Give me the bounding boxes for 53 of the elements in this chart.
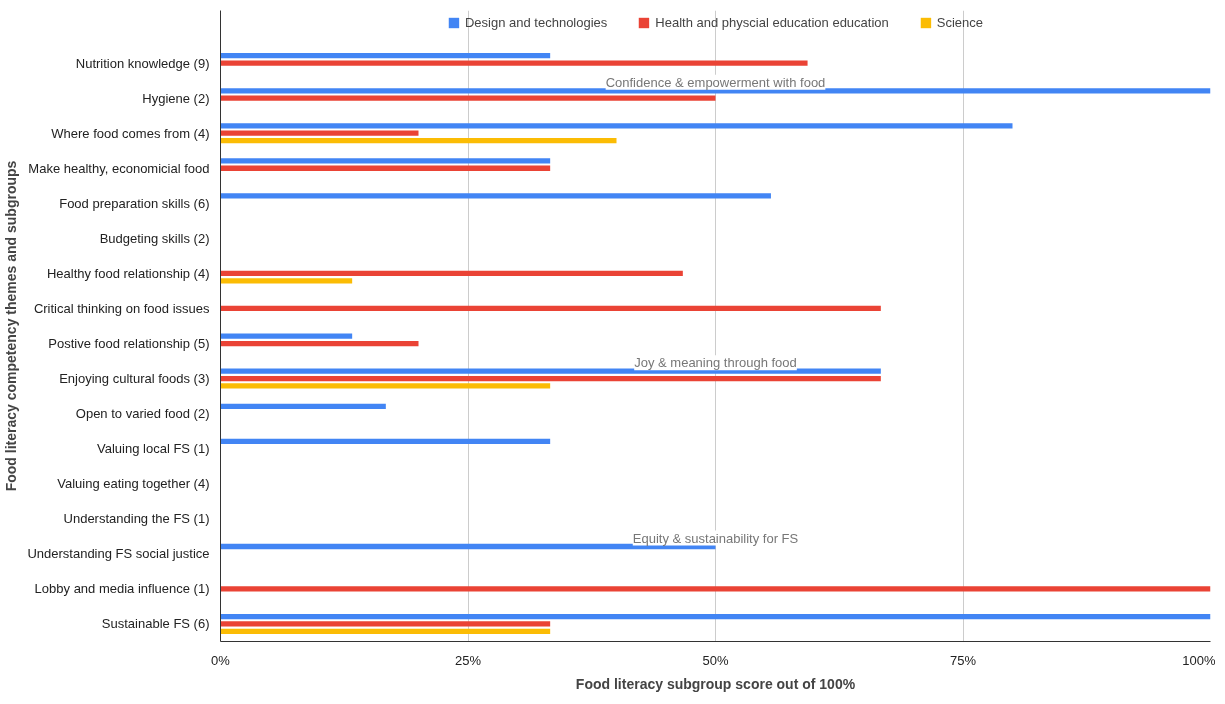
bar (220, 586, 1211, 592)
x-tick-label: 75% (949, 652, 977, 668)
bar (220, 375, 881, 382)
x-tick-label: 50% (702, 652, 729, 668)
y-tick-label: Food preparation skills (6) (59, 195, 210, 211)
legend-label: Health and physcial education education (655, 15, 889, 30)
y-tick-label: Open to varied food (2) (75, 406, 210, 422)
bar (220, 130, 419, 136)
y-axis-title: Food literacy competency themes and subgroups (3, 160, 20, 492)
y-tick-label: Make healthy, economicial food (28, 160, 210, 176)
bar (220, 340, 419, 347)
y-tick-label: Critical thinking on food issues (33, 300, 210, 316)
y-tick-label: Valuing local FS (1) (97, 441, 210, 457)
bar (220, 193, 771, 199)
y-tick-label: Lobby and media influence (1) (34, 581, 210, 597)
bar (220, 621, 551, 627)
y-tick-label: Understanding FS social justice (27, 546, 210, 562)
bar (220, 333, 353, 339)
y-tick-label: Sustainable FS (6) (101, 616, 210, 632)
y-tick-label: Budgeting skills (2) (99, 230, 210, 246)
y-tick-label: Healthy food relationship (4) (46, 265, 210, 281)
legend-label: Science (936, 15, 984, 30)
bar (220, 368, 881, 374)
y-tick-label: Valuing eating together (4) (57, 476, 210, 492)
y-tick-label: Nutrition knowledge (9) (75, 55, 210, 71)
bar (220, 95, 716, 101)
annotation: Confidence & empowerment with food (605, 74, 826, 90)
bar (220, 60, 808, 66)
bar (220, 438, 551, 444)
y-tick-label: Hygiene (2) (142, 90, 210, 106)
bar (220, 383, 551, 389)
bar (220, 628, 551, 634)
bar (220, 270, 683, 277)
y-tick-label: Where food comes from (4) (51, 125, 210, 141)
x-tick-label: 0% (211, 652, 231, 668)
y-tick-label: Enjoying cultural foods (3) (59, 371, 210, 387)
x-tick-label: 100% (1182, 652, 1216, 668)
legend-label: Design and technologies (464, 15, 608, 30)
bar (220, 403, 386, 409)
bar (220, 613, 1211, 620)
bar (220, 53, 551, 59)
x-axis-title: Food literacy subgroup score out of 100% (575, 675, 856, 692)
bar (220, 165, 551, 171)
bar (220, 123, 1013, 129)
annotation: Equity & sustainability for FS (632, 530, 799, 546)
bar (220, 305, 881, 312)
x-tick-label: 25% (454, 652, 482, 668)
annotation: Joy & meaning through food (634, 355, 797, 371)
bar (220, 158, 551, 164)
bar (220, 137, 617, 144)
bar (220, 278, 353, 284)
y-tick-label: Postive food relationship (5) (48, 336, 210, 352)
y-tick-label: Understanding the FS (1) (63, 511, 210, 527)
